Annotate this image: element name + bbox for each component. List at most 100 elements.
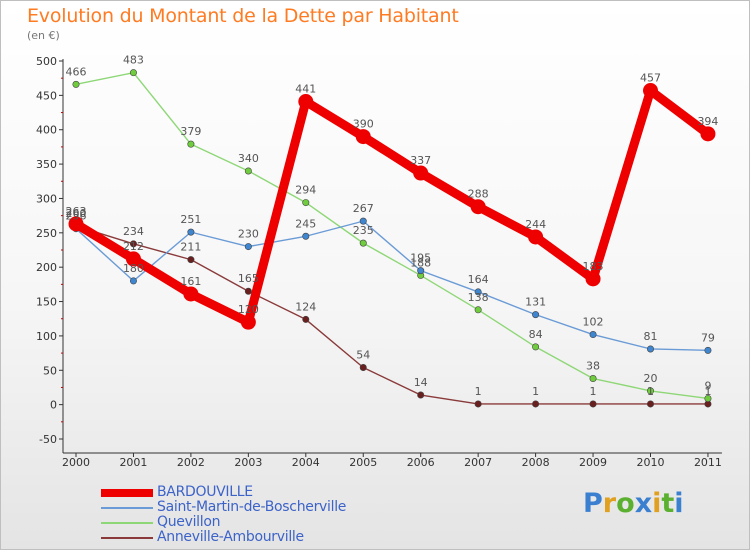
proxiti-logo: Proxiti: [583, 488, 684, 519]
data-label: 38: [586, 360, 600, 373]
data-point: [589, 375, 597, 383]
data-point: [244, 243, 252, 251]
data-point: [474, 288, 482, 296]
data-label: 165: [238, 272, 259, 285]
data-label: 84: [529, 328, 543, 341]
data-point: [129, 240, 137, 248]
x-tick-label: 2004: [292, 456, 320, 469]
data-point: [700, 126, 716, 142]
data-point: [646, 345, 654, 353]
logo-letter: P: [583, 488, 603, 519]
data-label: 260: [66, 207, 87, 220]
data-label: 183: [583, 260, 604, 273]
y-tick-label: 50: [43, 364, 57, 377]
series-line-3: [75, 225, 709, 405]
data-label: 180: [123, 262, 144, 275]
data-point: [413, 165, 429, 181]
logo-letter: i: [674, 488, 684, 519]
x-tick-label: 2008: [522, 456, 550, 469]
data-point: [302, 232, 310, 240]
legend-label: Quevillon: [157, 514, 221, 530]
data-label: 230: [238, 228, 259, 241]
data-label: 441: [295, 83, 316, 96]
data-point: [298, 94, 314, 110]
data-label: 294: [295, 184, 316, 197]
data-point: [532, 311, 540, 319]
series-line-2: [75, 71, 709, 400]
data-label: 244: [525, 218, 546, 231]
data-label: 263: [66, 205, 87, 218]
logo-letter: o: [616, 488, 635, 519]
data-label: 234: [123, 225, 144, 238]
data-point: [187, 140, 195, 148]
data-point: [474, 306, 482, 314]
data-label: 1: [475, 385, 482, 398]
data-label: 245: [295, 217, 316, 230]
data-label: 164: [468, 273, 489, 286]
data-label: 394: [697, 115, 718, 128]
y-tick-label: 250: [36, 227, 57, 240]
y-tick-label: 400: [36, 124, 57, 137]
chart-subtitle: (en €): [27, 29, 60, 42]
logo-letter: i: [652, 488, 662, 519]
data-label: 195: [410, 252, 431, 265]
legend-label: Saint-Martin-de-Boscherville: [157, 499, 347, 515]
data-label: 102: [583, 316, 604, 329]
logo-letter: t: [661, 488, 675, 519]
data-label: 138: [468, 291, 489, 304]
legend-swatch: [101, 489, 153, 497]
data-point: [125, 251, 141, 267]
data-label: 466: [66, 65, 87, 78]
x-tick-label: 2007: [464, 456, 492, 469]
data-point: [417, 267, 425, 275]
data-point: [532, 343, 540, 351]
legend-swatch: [101, 507, 153, 509]
y-tick-label: 300: [36, 192, 57, 205]
x-tick-label: 2002: [177, 456, 205, 469]
data-point: [589, 400, 597, 408]
data-label: 120: [238, 303, 259, 316]
series-line-1: [75, 220, 709, 352]
data-label: 267: [353, 202, 374, 215]
data-label: 337: [410, 154, 431, 167]
data-label: 54: [356, 349, 370, 362]
data-label: 251: [180, 213, 201, 226]
data-point: [474, 400, 482, 408]
data-label: 131: [525, 296, 546, 309]
y-tick-label: 150: [36, 296, 57, 309]
data-point: [359, 364, 367, 372]
data-label: 390: [353, 118, 374, 131]
y-tick-label: 500: [36, 55, 57, 68]
data-point: [240, 314, 256, 330]
data-point: [532, 400, 540, 408]
data-label: 211: [180, 241, 201, 254]
legend-swatch: [101, 537, 153, 539]
data-point: [704, 346, 712, 354]
data-point: [359, 217, 367, 225]
chart-title: Evolution du Montant de la Dette par Hab…: [27, 5, 459, 27]
data-point: [585, 271, 601, 287]
y-tick-label: 100: [36, 330, 57, 343]
x-tick-label: 2003: [234, 456, 262, 469]
data-label: 20: [644, 372, 658, 385]
legend-swatch: [101, 522, 153, 524]
data-point: [643, 83, 658, 99]
data-point: [129, 69, 137, 77]
data-point: [187, 256, 195, 264]
data-point: [417, 391, 425, 399]
data-label: 14: [414, 376, 428, 389]
data-point: [302, 315, 310, 323]
data-label: 161: [180, 275, 201, 288]
data-point: [187, 228, 195, 236]
x-tick-label: 2001: [119, 456, 147, 469]
data-point: [528, 229, 544, 245]
data-point: [68, 216, 84, 232]
y-tick-label: 450: [36, 89, 57, 102]
data-label: 212: [123, 240, 144, 253]
data-point: [355, 129, 371, 145]
data-point: [359, 239, 367, 247]
data-label: 235: [353, 224, 374, 237]
x-tick-label: 2009: [579, 456, 607, 469]
